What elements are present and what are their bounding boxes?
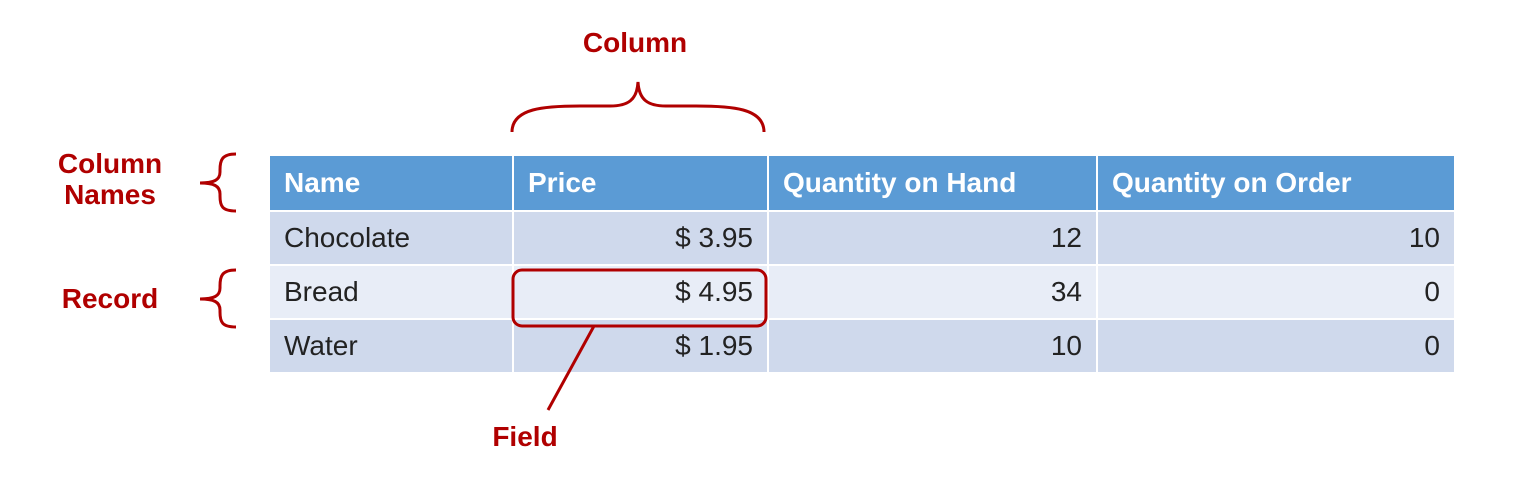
table-row: Water $ 1.95 10 0 bbox=[268, 318, 1456, 374]
column-names-line1: Column bbox=[57, 148, 163, 179]
column-annotation-label: Column bbox=[582, 27, 688, 58]
table-row: Bread $ 4.95 34 0 bbox=[268, 264, 1456, 320]
column-names-line2: Names bbox=[64, 179, 156, 210]
header-quantity-on-hand: Quantity on Hand bbox=[767, 154, 1098, 212]
column-brace-icon bbox=[510, 81, 766, 133]
column-names-brace-icon bbox=[199, 152, 237, 213]
cell-quantity-on-order: 0 bbox=[1096, 318, 1456, 374]
cell-name: Bread bbox=[268, 264, 514, 320]
column-names-annotation-label: Column Names bbox=[30, 148, 190, 210]
data-table: Name Price Quantity on Hand Quantity on … bbox=[268, 154, 1456, 374]
record-annotation-label: Record bbox=[61, 283, 159, 314]
cell-price: $ 4.95 bbox=[512, 264, 769, 320]
cell-price: $ 3.95 bbox=[512, 210, 769, 266]
cell-quantity-on-hand: 12 bbox=[767, 210, 1098, 266]
field-annotation-label: Field bbox=[492, 421, 558, 452]
header-price: Price bbox=[512, 154, 769, 212]
header-row: Name Price Quantity on Hand Quantity on … bbox=[268, 154, 1456, 212]
cell-quantity-on-order: 0 bbox=[1096, 264, 1456, 320]
header-quantity-on-order: Quantity on Order bbox=[1096, 154, 1456, 212]
cell-quantity-on-hand: 34 bbox=[767, 264, 1098, 320]
table-row: Chocolate $ 3.95 12 10 bbox=[268, 210, 1456, 266]
cell-quantity-on-order: 10 bbox=[1096, 210, 1456, 266]
cell-name: Chocolate bbox=[268, 210, 514, 266]
cell-quantity-on-hand: 10 bbox=[767, 318, 1098, 374]
record-brace-icon bbox=[199, 268, 237, 329]
cell-name: Water bbox=[268, 318, 514, 374]
header-name: Name bbox=[268, 154, 514, 212]
cell-price: $ 1.95 bbox=[512, 318, 769, 374]
